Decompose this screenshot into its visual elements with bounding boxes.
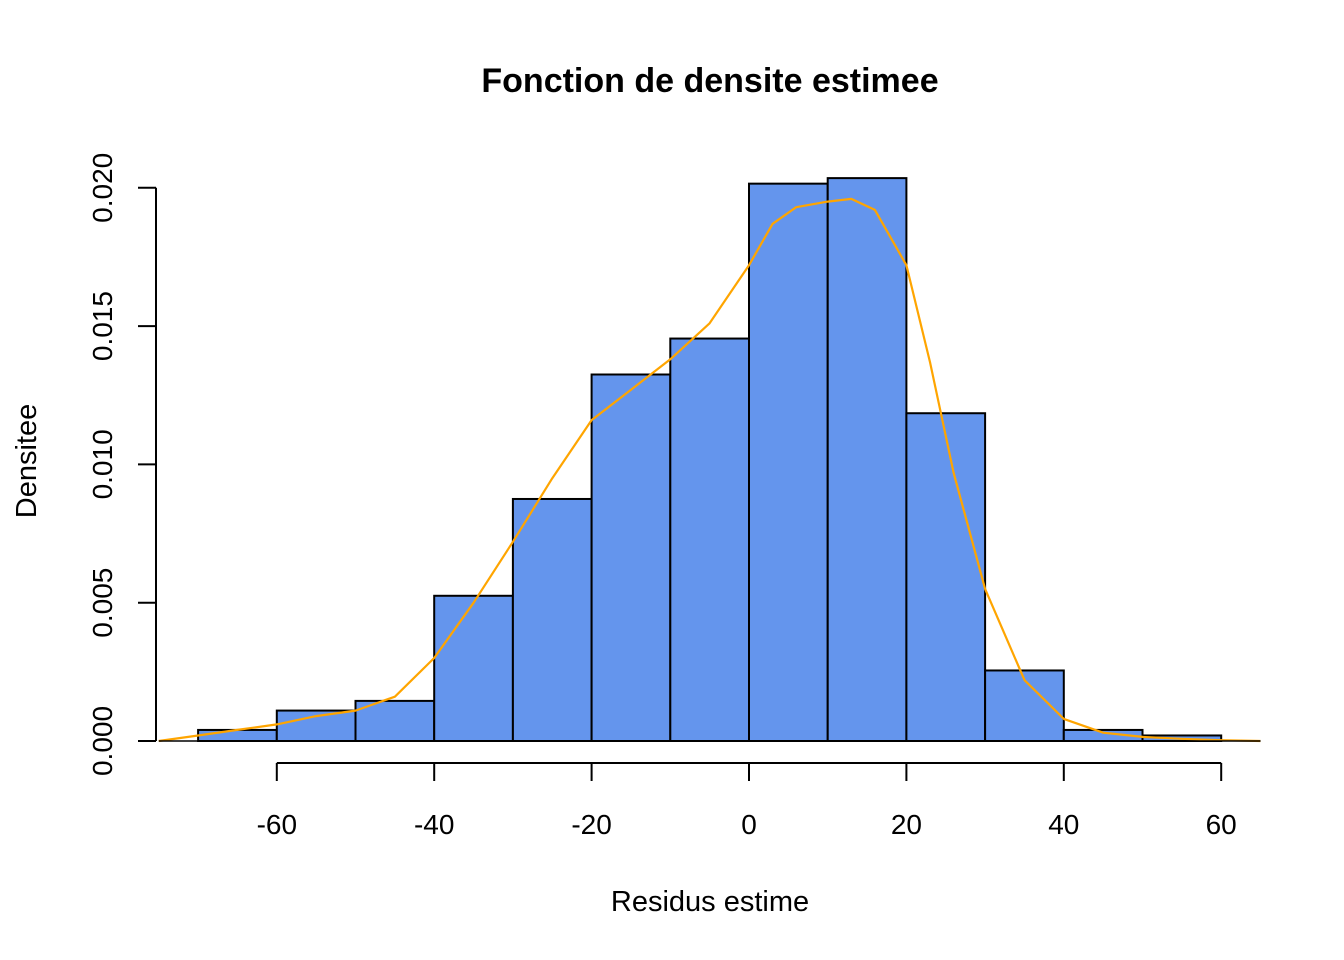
y-tick-label: 0.020 [87,153,118,223]
x-axis-label: Residus estime [611,886,809,918]
x-tick-label: -20 [571,809,611,840]
x-tick-label: 40 [1048,809,1079,840]
histogram-bars [197,177,1223,743]
x-tick-label: 60 [1206,809,1237,840]
density-curve [158,197,1261,743]
x-tick-label: 0 [741,809,757,840]
y-tick-label: 0.015 [87,291,118,361]
density-curve-layer [158,197,1261,743]
y-tick-label: 0.005 [87,568,118,638]
histogram-bar-9 [905,412,987,742]
x-tick-label: -60 [257,809,297,840]
histogram-bar-5 [590,373,672,742]
y-axis: 0.000 0.005 0.010 0.015 0.020 [87,153,157,776]
histogram-bar-8 [826,177,908,742]
histogram-bar-7 [748,182,829,742]
histogram-bar-4 [511,497,593,742]
x-axis: -60 -40 -20 0 20 40 60 [158,740,1261,840]
y-axis-label: Densitee [11,404,43,518]
x-tick-label: 20 [891,809,922,840]
histogram-bar-3 [433,594,514,742]
y-tick-label: 0.010 [87,429,118,499]
x-tick-label: -40 [414,809,454,840]
histogram-bar-6 [669,337,750,742]
y-tick-label: 0.000 [87,706,118,776]
histogram-bar-0 [197,728,278,742]
chart-title: Fonction de densite estimee [481,62,938,100]
